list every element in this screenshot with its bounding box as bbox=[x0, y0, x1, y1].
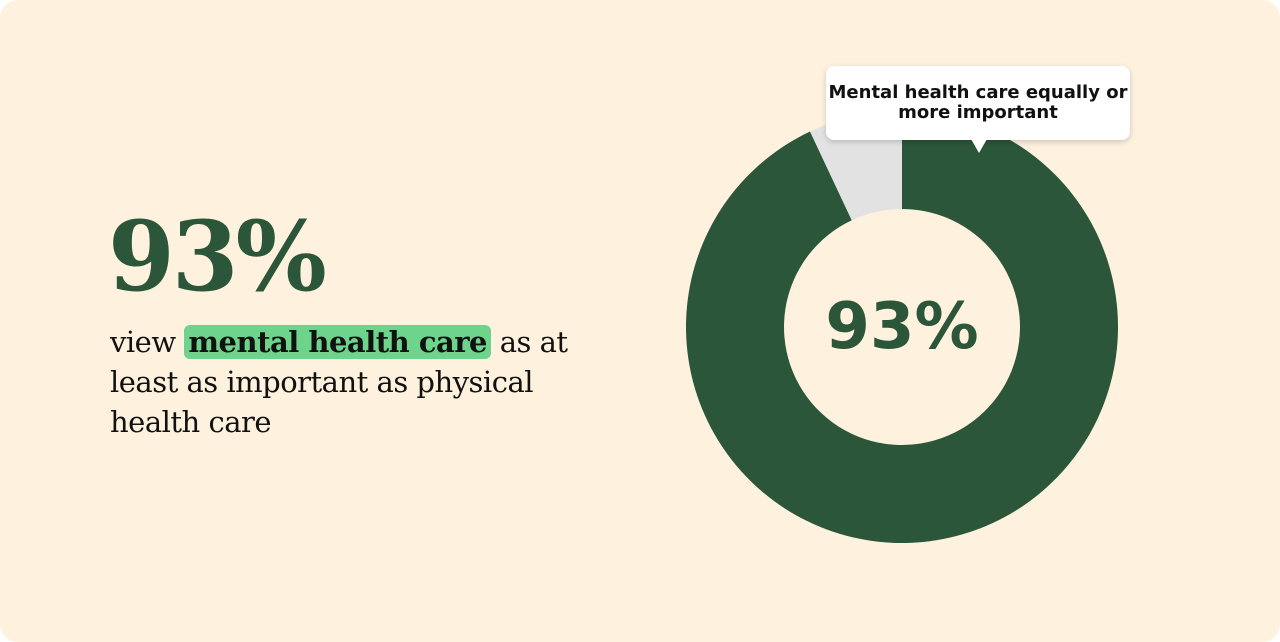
donut-slice-0 bbox=[685, 111, 1118, 543]
headline-stat: 93% bbox=[108, 200, 327, 313]
donut-center-label: 93% bbox=[825, 290, 979, 364]
desc-after: as at least as important as physical hea… bbox=[110, 325, 568, 439]
highlighted-phrase: mental health care bbox=[184, 325, 491, 359]
stat-description: view mental health care as at least as i… bbox=[110, 322, 580, 442]
chart-tooltip: Mental health care equally or more impor… bbox=[826, 66, 1130, 153]
desc-before: view bbox=[110, 325, 185, 359]
